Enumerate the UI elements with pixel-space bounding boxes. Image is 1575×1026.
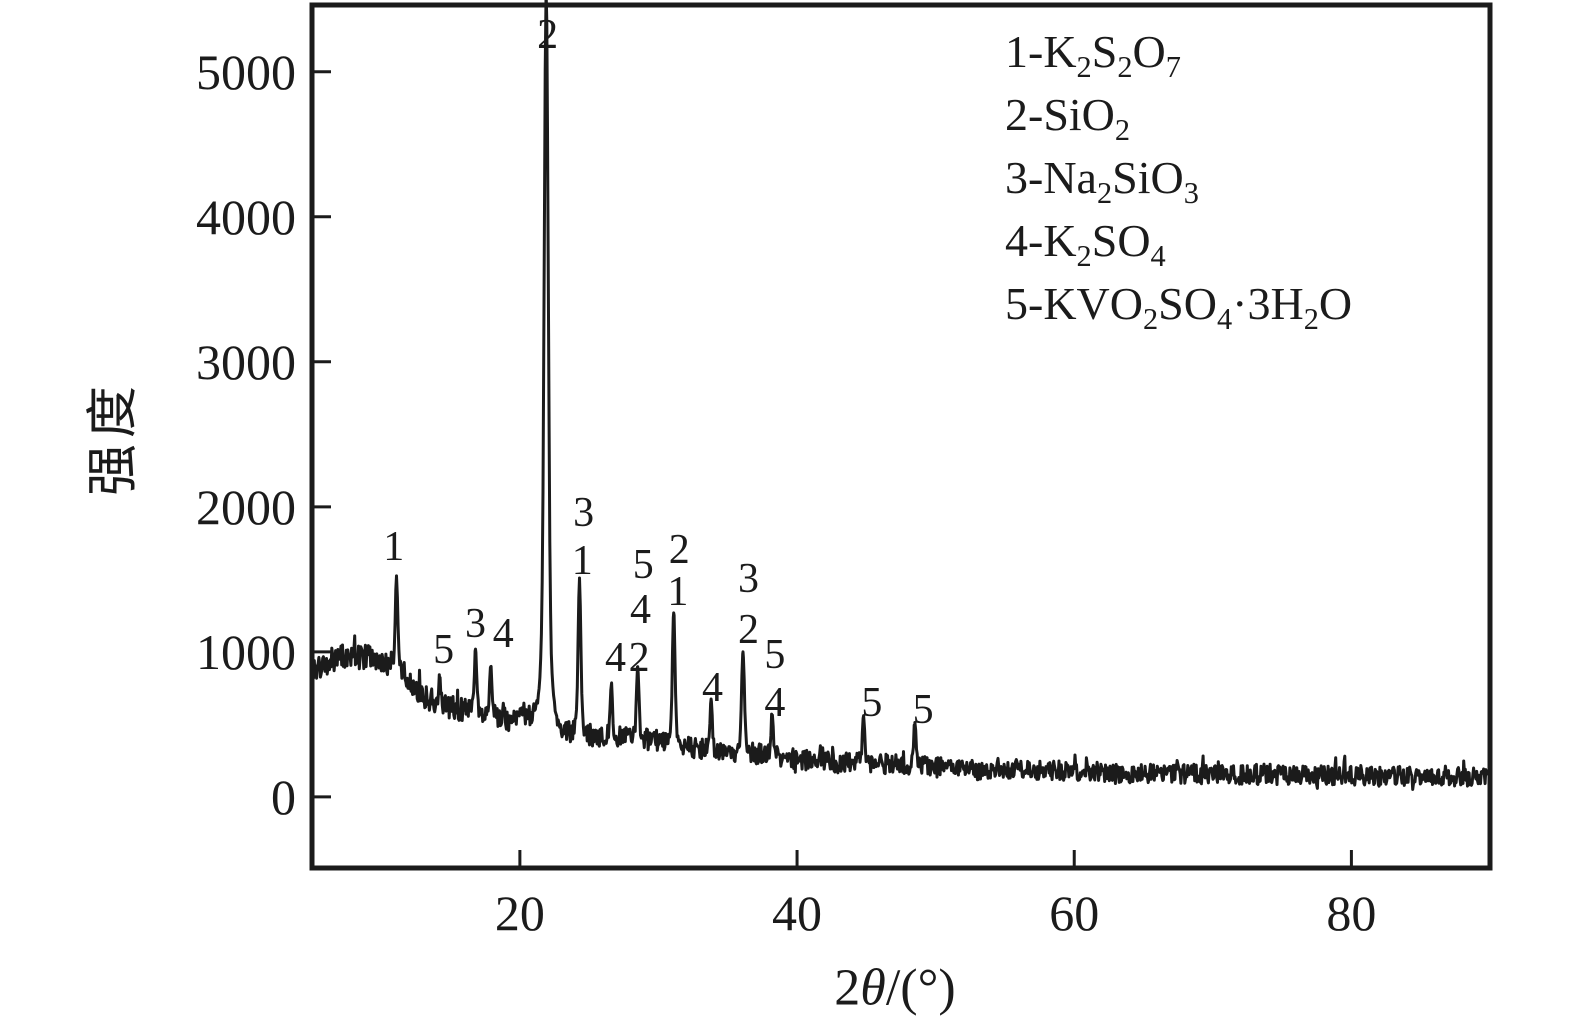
legend: 1-K2S2O7 2-SiO2 3-Na2SiO3 4-K2SO4 5-KVO2… bbox=[1005, 20, 1352, 335]
legend-item-4: 4-K2SO4 bbox=[1005, 215, 1166, 274]
peak-label: 5 bbox=[912, 686, 934, 733]
peak-label: 1 bbox=[571, 537, 593, 584]
peak-label: 3 bbox=[738, 556, 760, 603]
y-tick-label: 5000 bbox=[196, 43, 296, 100]
y-tick-label: 0 bbox=[271, 768, 296, 825]
peak-label: 2 bbox=[668, 527, 690, 574]
peak-label: 4 bbox=[605, 634, 626, 681]
peak-label: 2 bbox=[738, 607, 760, 654]
y-axis-title: 强度 bbox=[85, 379, 143, 497]
y-tick-label: 4000 bbox=[196, 188, 296, 245]
y-tick-label: 2000 bbox=[196, 478, 296, 535]
legend-item-5: 5-KVO2SO4·3H2O bbox=[1005, 278, 1353, 337]
peak-label: 5 bbox=[433, 627, 455, 674]
peak-label: 4 bbox=[702, 665, 724, 712]
peak-label: 4 bbox=[629, 586, 651, 633]
peak-label: 2 bbox=[537, 12, 559, 59]
y-tick-label: 1000 bbox=[196, 623, 296, 680]
peak-label: 3 bbox=[465, 601, 487, 648]
peak-label: 5 bbox=[764, 631, 786, 678]
x-tick-label: 80 bbox=[1326, 885, 1377, 941]
axis-ticks bbox=[314, 70, 1353, 866]
peak-label: 1 bbox=[383, 524, 405, 571]
legend-item-2: 2-SiO2 bbox=[1005, 89, 1131, 148]
peak-label: 1 bbox=[667, 569, 689, 616]
x-tick-label: 60 bbox=[1049, 885, 1100, 941]
peak-label: 4 bbox=[764, 679, 786, 726]
peak-label: 5 bbox=[632, 541, 654, 588]
x-tick-label: 40 bbox=[772, 885, 823, 941]
xrd-trace bbox=[310, 0, 1492, 791]
x-tick-label: 20 bbox=[494, 885, 545, 941]
legend-item-3: 3-Na2SiO3 bbox=[1005, 152, 1199, 211]
plot-frame bbox=[309, 2, 1493, 871]
y-tick-label: 3000 bbox=[196, 333, 296, 390]
peak-label: 2 bbox=[628, 634, 650, 681]
peak-label: 4 bbox=[492, 611, 514, 658]
legend-item-1: 1-K2S2O7 bbox=[1005, 26, 1181, 85]
x-axis-title: 2θ/(°) bbox=[834, 959, 956, 1017]
peak-label: 5 bbox=[861, 679, 883, 726]
peak-label: 3 bbox=[573, 489, 595, 536]
